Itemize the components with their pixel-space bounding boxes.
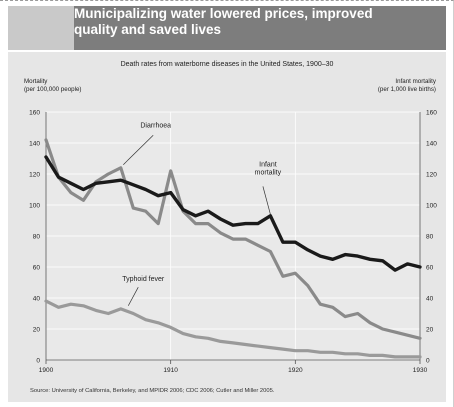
figure-title: Municipalizing water lowered prices, imp…: [74, 6, 373, 37]
series-label: Typhoid fever: [122, 276, 165, 283]
x-tick-label: 1920: [288, 367, 303, 374]
y-tick-label-left: 40: [33, 295, 41, 302]
source-note: Source: University of California, Berkel…: [30, 388, 275, 394]
banner-background: [74, 6, 446, 50]
left-axis-label: Mortality (per 100,000 people): [24, 78, 82, 93]
series-line-diarrhoea: [44, 138, 422, 340]
y-tick-label-right: 0: [426, 357, 430, 364]
y-tick-label-right: 80: [426, 233, 434, 240]
chart-title: Death rates from waterborne diseases in …: [120, 61, 334, 68]
y-tick-label-left: 160: [29, 109, 40, 116]
y-tick-label-left: 20: [33, 326, 41, 333]
y-tick-label-left: 100: [29, 202, 40, 209]
y-tick-label-left: 80: [33, 233, 41, 240]
y-tick-label-left: 0: [36, 357, 40, 364]
title-banner: [8, 6, 446, 50]
y-tick-label-right: 120: [426, 171, 437, 178]
series-label-leader: [262, 186, 271, 215]
series-line-infant-mortality: [44, 155, 422, 272]
series-label: Infant mortality: [255, 161, 282, 176]
right-axis-label: Infant mortality (per 1,000 live births): [377, 78, 436, 93]
banner-accent: [8, 6, 74, 50]
y-tick-label-right: 140: [426, 140, 437, 147]
x-tick-label: 1900: [39, 367, 54, 374]
y-tick-label-right: 40: [426, 295, 434, 302]
y-tick-label-right: 160: [426, 109, 437, 116]
series-label-leader: [123, 135, 154, 165]
series-line-typhoid-fever: [44, 299, 422, 359]
series-label: Diarrhoea: [140, 123, 171, 130]
series-label-leader: [127, 286, 139, 306]
y-tick-label-right: 60: [426, 264, 434, 271]
x-tick-label: 1930: [413, 367, 428, 374]
y-tick-label-right: 100: [426, 202, 437, 209]
y-tick-label-left: 120: [29, 171, 40, 178]
y-tick-label-left: 60: [33, 264, 41, 271]
y-tick-label-left: 140: [29, 140, 40, 147]
y-tick-label-right: 20: [426, 326, 434, 333]
x-tick-label: 1910: [163, 367, 178, 374]
